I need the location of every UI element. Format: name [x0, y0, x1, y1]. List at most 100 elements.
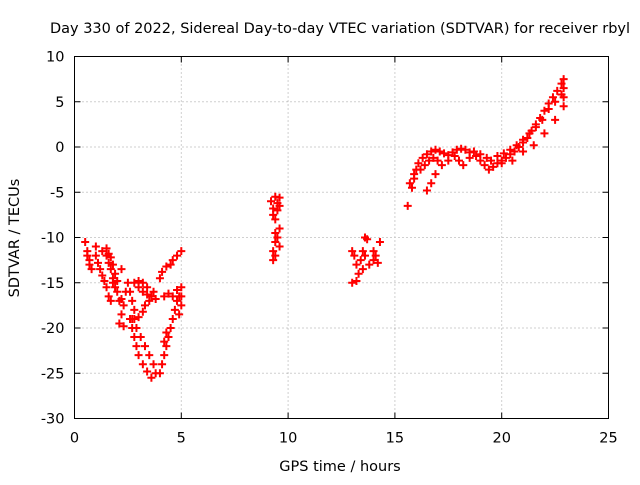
x-tick-label: 20: [492, 431, 510, 447]
data-point: [119, 301, 128, 310]
data-point: [551, 115, 560, 124]
data-point: [405, 179, 414, 188]
data-point: [115, 319, 124, 328]
data-point: [525, 129, 534, 138]
data-point: [143, 290, 152, 299]
data-point: [348, 247, 357, 256]
data-point: [493, 152, 502, 161]
plot-frame: [74, 56, 609, 419]
data-point: [168, 292, 177, 301]
data-point: [487, 156, 496, 165]
data-point: [365, 260, 374, 269]
data-point: [136, 333, 145, 342]
data-point: [510, 147, 519, 156]
data-point: [111, 269, 120, 278]
data-point: [158, 267, 167, 276]
data-point: [548, 93, 557, 102]
data-point: [369, 247, 378, 256]
data-point: [559, 75, 568, 84]
x-tick-label: 15: [386, 431, 404, 447]
data-point: [162, 262, 171, 271]
data-point: [104, 292, 113, 301]
data-point: [352, 260, 361, 269]
data-point: [173, 251, 182, 260]
data-point: [358, 247, 367, 256]
data-point: [497, 159, 506, 168]
data-point: [418, 153, 427, 162]
data-point: [275, 201, 284, 210]
data-point: [358, 265, 367, 274]
data-point: [269, 247, 278, 256]
data-point: [113, 276, 122, 285]
data-point: [87, 265, 96, 274]
data-point: [480, 161, 489, 170]
data-point: [267, 197, 276, 206]
data-point: [138, 360, 147, 369]
data-point: [559, 84, 568, 93]
data-point: [126, 287, 135, 296]
data-point: [422, 150, 431, 159]
data-point: [354, 269, 363, 278]
data-point: [273, 233, 282, 242]
data-point: [143, 283, 152, 292]
data-points: [81, 75, 568, 382]
data-point: [162, 342, 171, 351]
data-point: [111, 283, 120, 292]
data-point: [482, 153, 491, 162]
data-point: [403, 201, 412, 210]
y-axis-label: SDTVAR / TECUs: [7, 179, 23, 298]
data-point: [551, 97, 560, 106]
data-point: [91, 242, 100, 251]
data-point: [98, 247, 107, 256]
data-point: [271, 215, 280, 224]
data-point: [523, 133, 532, 142]
data-point: [559, 102, 568, 111]
data-point: [499, 149, 508, 158]
data-point: [508, 156, 517, 165]
data-point: [177, 292, 186, 301]
data-point: [151, 295, 160, 304]
data-point: [531, 123, 540, 132]
data-point: [371, 251, 380, 260]
y-tick-label: -20: [41, 321, 65, 337]
data-point: [160, 337, 169, 346]
data-point: [106, 253, 115, 262]
data-point: [143, 367, 152, 376]
data-point: [158, 360, 167, 369]
data-point: [275, 224, 284, 233]
data-point: [147, 292, 156, 301]
data-point: [437, 161, 446, 170]
data-point: [540, 106, 549, 115]
data-point: [271, 251, 280, 260]
data-point: [465, 153, 474, 162]
data-point: [130, 305, 139, 314]
x-axis-label: GPS time / hours: [279, 459, 400, 475]
y-tick-label: -5: [50, 185, 64, 201]
data-point: [108, 278, 117, 287]
data-point: [106, 296, 115, 305]
data-point: [553, 86, 562, 95]
data-point: [363, 235, 372, 244]
data-point: [147, 373, 156, 382]
data-point: [433, 156, 442, 165]
data-point: [132, 342, 141, 351]
data-point: [83, 251, 92, 260]
data-point: [275, 242, 284, 251]
data-point: [271, 228, 280, 237]
data-point: [85, 260, 94, 269]
data-point: [149, 287, 158, 296]
data-point: [559, 93, 568, 102]
data-point: [134, 276, 143, 285]
data-point: [145, 296, 154, 305]
data-point: [160, 292, 169, 301]
data-point: [170, 305, 179, 314]
data-point: [512, 141, 521, 150]
data-point: [164, 289, 173, 298]
data-point: [177, 301, 186, 310]
data-point: [369, 256, 378, 265]
data-point: [93, 258, 102, 267]
data-point: [119, 322, 128, 331]
data-point: [177, 247, 186, 256]
data-point: [173, 296, 182, 305]
